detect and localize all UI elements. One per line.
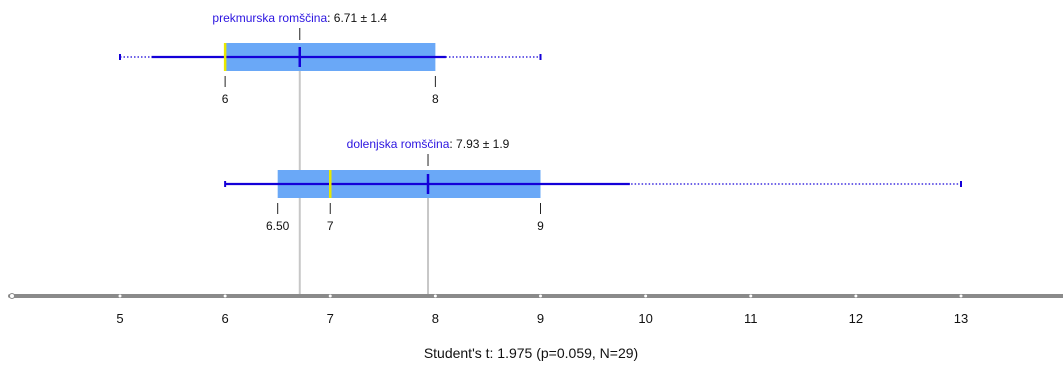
box-plot-1: prekmurska romščina: 6.71 ± 1.4 6 8 (119, 11, 542, 106)
axis-tick-label: 10 (638, 311, 652, 326)
box-plots: prekmurska romščina: 6.71 ± 1.4 6 8 dolenjs… (119, 11, 962, 233)
axis-tick-dot (749, 294, 753, 298)
series-mean-sd: : 7.93 ± 1.9 (449, 137, 509, 151)
axis-tick-label: 11 (744, 311, 758, 326)
axis-tick-label: 9 (537, 311, 544, 326)
series-name: prekmurska romščina (212, 11, 327, 25)
axis-tick-dot (854, 294, 858, 298)
axis-tick-label: 8 (432, 311, 439, 326)
axis-tick-dot (433, 294, 437, 298)
series-name: dolenjska romščina (347, 137, 450, 151)
series-label: dolenjska romščina: 7.93 ± 1.9 (347, 137, 510, 151)
quartile-label: 6.50 (266, 219, 290, 233)
axis-end-cap (9, 293, 15, 299)
series-mean-sd: : 6.71 ± 1.4 (327, 11, 387, 25)
axis-tick-dot (539, 294, 542, 298)
axis-tick-dot (959, 294, 963, 298)
quartile-label: 7 (327, 219, 334, 233)
axis-tick-dot (223, 294, 227, 298)
axis-tick-label: 5 (116, 311, 123, 326)
box-plot-2: dolenjska romščina: 7.93 ± 1.9 6.50 7 9 (224, 137, 962, 233)
axis-tick-dot (118, 294, 122, 298)
axis-bar (8, 294, 1063, 298)
quartile-label: 9 (537, 219, 544, 233)
axis-tick-label: 7 (327, 311, 334, 326)
axis-tick-label: 13 (954, 311, 968, 326)
series-label: prekmurska romščina: 6.71 ± 1.4 (212, 11, 387, 25)
quartile-label: 8 (432, 92, 439, 106)
statistic-label: Student's t: 1.975 (p=0.059, N=29) (424, 345, 638, 361)
quartile-label: 6 (222, 92, 229, 106)
axis-tick-label: 12 (849, 311, 863, 326)
axis-tick-label: 6 (222, 311, 229, 326)
axis-tick-dot (328, 294, 332, 298)
axis-tick-dot (644, 294, 648, 298)
x-axis: 5 6 7 8 9 10 11 12 13 (8, 293, 1063, 326)
